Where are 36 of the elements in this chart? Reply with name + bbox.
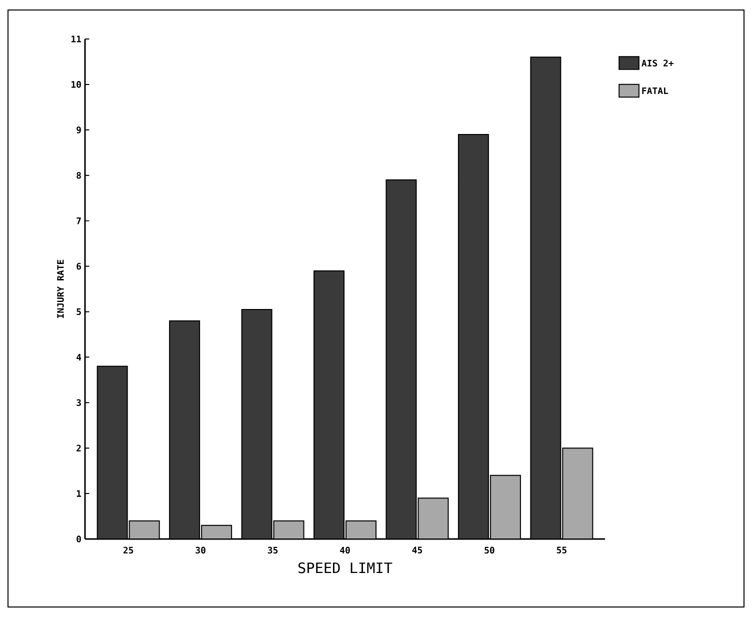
bar <box>418 498 448 539</box>
y-tick-label: 9 <box>76 126 81 134</box>
bar <box>170 320 200 539</box>
x-tick-label: 55 <box>556 546 566 554</box>
y-tick-label: 2 <box>76 444 81 452</box>
y-tick-label: 0 <box>76 536 81 542</box>
bar <box>314 270 344 539</box>
bar <box>490 475 520 539</box>
y-tick-label: 10 <box>72 81 81 88</box>
legend-label: AIS 2+ <box>642 60 674 66</box>
y-tick-label: 1 <box>76 490 82 497</box>
bar <box>97 366 128 539</box>
y-tick-label: 11 <box>72 36 82 42</box>
bar <box>386 180 416 539</box>
y-tick-label: 3 <box>76 399 81 406</box>
bar <box>242 309 272 539</box>
y-tick-label: 4 <box>76 354 82 360</box>
bar <box>458 134 488 539</box>
x-tick-label: 30 <box>196 546 206 554</box>
y-tick-label: 8 <box>76 172 81 179</box>
bar <box>530 56 562 539</box>
bar <box>346 520 376 539</box>
x-axis-title: SPEED LIMIT <box>298 562 392 574</box>
bar <box>129 520 160 539</box>
x-tick-label: 25 <box>123 546 134 554</box>
x-tick-label: 35 <box>268 546 278 554</box>
bar <box>562 448 594 539</box>
x-tick-label: 45 <box>412 546 422 554</box>
legend-label: FATAL <box>642 87 668 94</box>
y-tick-label: 5 <box>76 308 81 316</box>
y-tick-label: 7 <box>76 218 81 224</box>
bar <box>274 520 304 539</box>
y-tick-label: 6 <box>76 262 81 270</box>
x-tick-label: 40 <box>340 546 350 554</box>
x-tick-label: 50 <box>484 546 494 554</box>
y-axis-title: INJURY RATE <box>57 260 64 318</box>
